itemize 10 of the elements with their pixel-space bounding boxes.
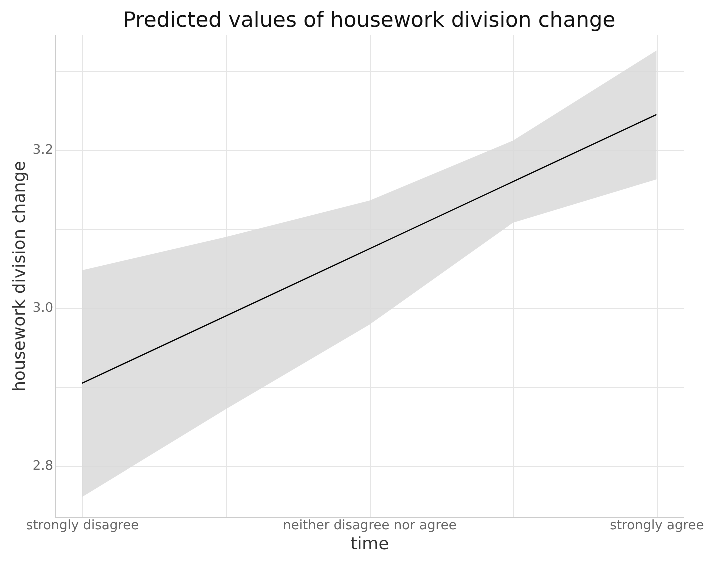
x-tick-label: strongly disagree: [26, 518, 140, 534]
y-tick-label: 3.2: [32, 143, 54, 158]
x-axis-title: time: [350, 534, 390, 554]
line-series: [82, 114, 658, 384]
chart-title: Predicted values of housework division change: [123, 8, 616, 32]
y-tick-label: 3.0: [32, 301, 54, 316]
y-axis-title: housework division change: [10, 161, 30, 392]
y-tick-label: 2.8: [32, 459, 54, 474]
x-tick-label: neither disagree nor agree: [283, 518, 457, 534]
x-tick-label: strongly agree: [610, 518, 704, 534]
